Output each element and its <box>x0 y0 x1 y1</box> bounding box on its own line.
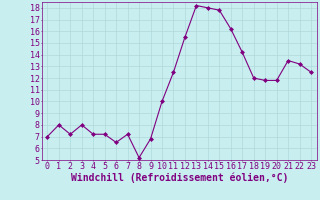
X-axis label: Windchill (Refroidissement éolien,°C): Windchill (Refroidissement éolien,°C) <box>70 172 288 183</box>
